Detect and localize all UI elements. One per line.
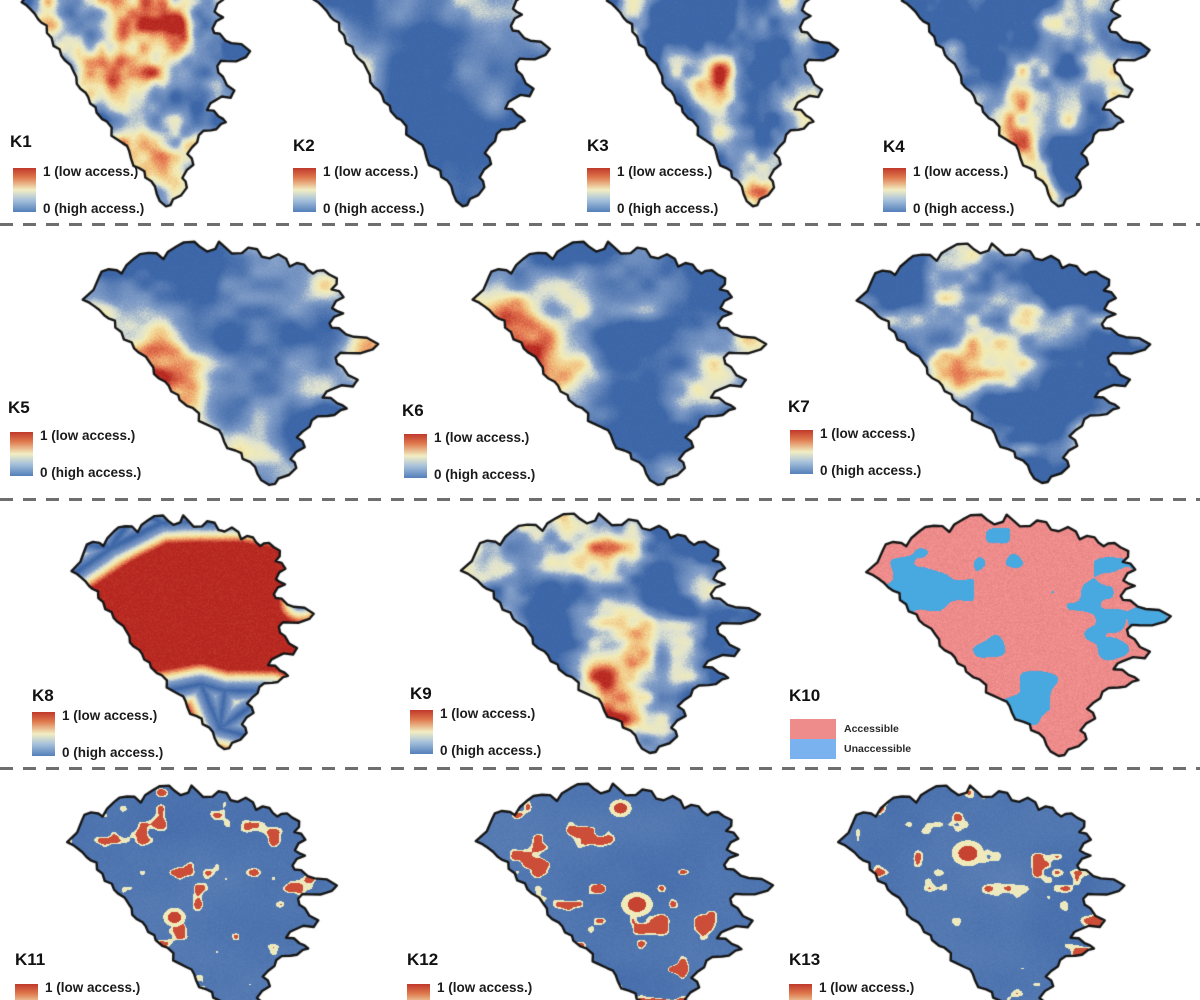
legend-low-label: 1 (low access.) [323, 164, 419, 179]
legend-high-label: 0 (high access.) [913, 200, 1015, 216]
colorbar-icon [13, 168, 36, 212]
map-k13-label: K13 [789, 950, 821, 969]
map-k7 [836, 234, 1162, 492]
map-k7-legend: 1 (low access.) 0 (high access.) [790, 426, 922, 478]
map-k9 [440, 504, 772, 762]
colorbar-icon [32, 712, 55, 756]
legend-high-label: 0 (high access.) [323, 200, 425, 216]
colorbar-icon [789, 984, 812, 1000]
map-k2 [296, 0, 560, 216]
accessible-swatch-icon [790, 719, 836, 739]
legend-accessible-label: Accessible [844, 722, 899, 735]
map-k1 [5, 0, 260, 216]
map-k10-label: K10 [789, 686, 821, 705]
colorbar-icon [293, 168, 316, 212]
row-separator-2 [0, 498, 1200, 501]
map-k12-legend: 1 (low access.) 0 (high access.) [407, 980, 538, 1000]
legend-low-label: 1 (low access.) [434, 430, 530, 445]
map-k5-legend: 1 (low access.) 0 (high access.) [10, 428, 142, 480]
map-k6 [452, 232, 778, 494]
map-k9-label: K9 [410, 684, 432, 703]
map-k6-label: K6 [402, 401, 424, 420]
legend-high-label: 0 (high access.) [40, 464, 142, 480]
map-k13 [818, 776, 1136, 1000]
map-k5-label: K5 [8, 398, 30, 417]
legend-high-label: 0 (high access.) [62, 744, 164, 760]
legend-low-label: 1 (low access.) [617, 164, 713, 179]
map-k3-label: K3 [587, 136, 609, 155]
map-k1-label: K1 [10, 132, 32, 151]
legend-low-label: 1 (low access.) [820, 426, 916, 441]
map-k6-legend: 1 (low access.) 0 (high access.) [404, 430, 536, 482]
map-k10-legend: Accessible Unaccessible [790, 719, 911, 759]
colorbar-icon [790, 430, 813, 474]
map-k8 [54, 506, 324, 758]
map-k8-legend: 1 (low access.) 0 (high access.) [32, 708, 164, 760]
colorbar-icon [10, 432, 33, 476]
map-k4 [884, 0, 1160, 216]
map-k1-legend: 1 (low access.) 0 (high access.) [13, 164, 145, 216]
unaccessible-swatch-icon [790, 739, 836, 759]
legend-low-label: 1 (low access.) [62, 708, 158, 723]
map-k3 [590, 0, 848, 216]
row-separator-3 [0, 767, 1200, 770]
map-k3-legend: 1 (low access.) 0 (high access.) [587, 164, 719, 216]
map-k11 [48, 776, 348, 1000]
legend-low-label: 1 (low access.) [437, 980, 533, 995]
colorbar-icon [407, 984, 430, 1000]
legend-high-label: 0 (high access.) [820, 462, 922, 478]
colorbar-icon [883, 168, 906, 212]
legend-low-label: 1 (low access.) [440, 706, 536, 721]
colorbar-icon [404, 434, 427, 478]
map-k13-legend: 1 (low access.) 0 (high access.) [789, 980, 920, 1000]
map-k2-legend: 1 (low access.) 0 (high access.) [293, 164, 425, 216]
legend-unaccessible-label: Unaccessible [844, 742, 912, 755]
legend-high-label: 0 (high access.) [43, 200, 145, 216]
legend-high-label: 0 (high access.) [434, 466, 536, 482]
map-k12-label: K12 [407, 950, 439, 969]
legend-low-label: 1 (low access.) [40, 428, 136, 443]
map-k12 [455, 774, 785, 1000]
map-k11-label: K11 [15, 950, 46, 969]
colorbar-icon [15, 984, 38, 1000]
map-k2-label: K2 [293, 136, 315, 155]
map-k4-label: K4 [883, 137, 905, 156]
legend-high-label: 0 (high access.) [440, 742, 542, 758]
legend-low-label: 1 (low access.) [43, 164, 139, 179]
legend-low-label: 1 (low access.) [913, 164, 1009, 179]
binary-colorbar-icon [790, 719, 836, 759]
map-k8-label: K8 [32, 686, 54, 705]
map-k4-legend: 1 (low access.) 0 (high access.) [883, 164, 1015, 216]
map-k11-legend: 1 (low access.) 0 (high access.) [15, 980, 146, 1000]
legend-low-label: 1 (low access.) [819, 980, 915, 995]
map-k10 [845, 505, 1183, 765]
map-k9-legend: 1 (low access.) 0 (high access.) [410, 706, 542, 758]
row-separator-1 [0, 223, 1200, 226]
legend-high-label: 0 (high access.) [617, 200, 719, 216]
map-k7-label: K7 [788, 397, 810, 416]
legend-low-label: 1 (low access.) [45, 980, 141, 995]
colorbar-icon [587, 168, 610, 212]
colorbar-icon [410, 710, 433, 754]
map-k5 [62, 232, 390, 494]
